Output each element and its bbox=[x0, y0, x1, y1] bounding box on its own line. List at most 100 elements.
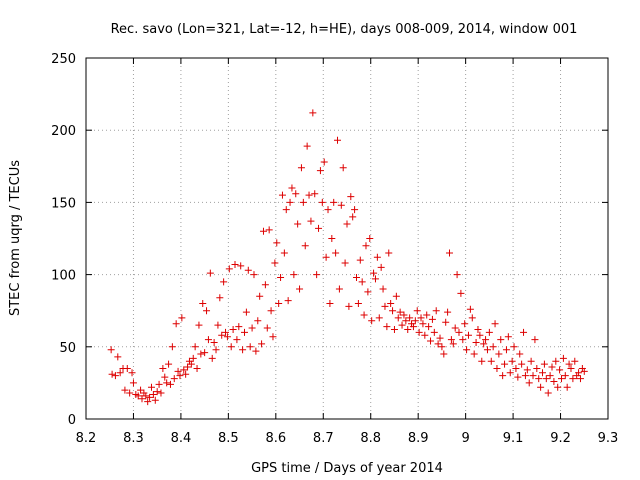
data-point bbox=[280, 249, 288, 257]
data-point bbox=[237, 262, 245, 270]
x-tick-label: 8.3 bbox=[123, 431, 144, 446]
data-point bbox=[146, 393, 154, 401]
data-point bbox=[220, 278, 228, 286]
data-point bbox=[415, 328, 423, 336]
data-point bbox=[265, 226, 273, 234]
data-point bbox=[561, 372, 569, 380]
data-point bbox=[413, 307, 421, 315]
data-point bbox=[533, 364, 541, 372]
x-tick-label: 8.5 bbox=[218, 431, 239, 446]
data-point bbox=[330, 198, 338, 206]
data-point bbox=[487, 357, 495, 365]
data-point bbox=[457, 289, 465, 297]
data-point bbox=[518, 360, 526, 368]
y-axis-label: STEC from uqrg / TECUs bbox=[8, 160, 23, 316]
data-point bbox=[147, 383, 155, 391]
data-point bbox=[527, 357, 535, 365]
data-point bbox=[411, 317, 419, 325]
data-point bbox=[569, 375, 577, 383]
data-point bbox=[571, 357, 579, 365]
data-point bbox=[525, 379, 533, 387]
data-point bbox=[554, 383, 562, 391]
data-point bbox=[576, 375, 584, 383]
data-point bbox=[318, 198, 326, 206]
data-point bbox=[258, 340, 266, 348]
data-point bbox=[375, 314, 383, 322]
data-point bbox=[229, 325, 237, 333]
data-point bbox=[506, 369, 514, 377]
data-point bbox=[499, 372, 507, 380]
y-tick-label: 0 bbox=[68, 413, 76, 428]
data-point bbox=[337, 201, 345, 209]
data-point bbox=[174, 367, 182, 375]
x-axis-label: GPS time / Days of year 2014 bbox=[251, 461, 443, 476]
data-point bbox=[444, 308, 452, 316]
data-point bbox=[529, 372, 537, 380]
y-tick-label: 50 bbox=[59, 341, 76, 356]
data-point bbox=[501, 360, 509, 368]
data-point bbox=[516, 350, 524, 358]
data-point bbox=[214, 321, 222, 329]
data-point bbox=[128, 369, 136, 377]
data-point bbox=[248, 324, 256, 332]
data-point bbox=[256, 292, 264, 300]
data-point bbox=[271, 259, 279, 267]
x-tick-label: 8.7 bbox=[313, 431, 334, 446]
data-point bbox=[371, 275, 379, 283]
y-tick-label: 250 bbox=[51, 52, 76, 67]
data-point bbox=[438, 343, 446, 351]
x-tick-label: 8.8 bbox=[360, 431, 381, 446]
data-point bbox=[116, 369, 124, 377]
data-point bbox=[373, 253, 381, 261]
data-point bbox=[409, 323, 417, 331]
data-point bbox=[556, 366, 564, 374]
data-point bbox=[216, 294, 224, 302]
data-point bbox=[210, 338, 218, 346]
data-point bbox=[111, 372, 119, 380]
data-point bbox=[278, 191, 286, 199]
data-point bbox=[201, 349, 209, 357]
y-tick-label: 100 bbox=[51, 269, 76, 284]
data-point bbox=[455, 328, 463, 336]
x-tick-label: 8.6 bbox=[265, 431, 286, 446]
data-point bbox=[286, 198, 294, 206]
data-point bbox=[263, 324, 271, 332]
data-point bbox=[212, 346, 220, 354]
data-point bbox=[288, 184, 296, 192]
data-point bbox=[223, 333, 231, 341]
data-point bbox=[557, 375, 565, 383]
data-point bbox=[180, 366, 188, 374]
axis-ticks bbox=[85, 57, 609, 420]
data-point bbox=[208, 354, 216, 362]
data-point bbox=[178, 314, 186, 322]
data-point bbox=[453, 271, 461, 279]
data-point bbox=[277, 273, 285, 281]
data-point bbox=[351, 206, 359, 214]
data-point bbox=[402, 317, 410, 325]
data-point bbox=[206, 269, 214, 277]
data-point bbox=[474, 325, 482, 333]
data-point bbox=[299, 198, 307, 206]
data-point bbox=[233, 336, 241, 344]
x-tick-label: 8.4 bbox=[171, 431, 192, 446]
data-point bbox=[539, 369, 547, 377]
data-point bbox=[523, 366, 531, 374]
data-point bbox=[504, 333, 512, 341]
data-point bbox=[290, 271, 298, 279]
data-point bbox=[483, 346, 491, 354]
data-point bbox=[126, 389, 134, 397]
data-point bbox=[548, 363, 556, 371]
data-point bbox=[349, 213, 357, 221]
data-point bbox=[421, 331, 429, 339]
data-point bbox=[189, 354, 197, 362]
x-tick-label: 9.1 bbox=[503, 431, 524, 446]
data-point bbox=[176, 372, 184, 380]
data-point bbox=[472, 338, 480, 346]
data-point bbox=[383, 323, 391, 331]
data-point bbox=[489, 343, 497, 351]
data-point bbox=[466, 305, 474, 313]
data-point bbox=[163, 379, 171, 387]
data-point bbox=[446, 249, 454, 257]
data-point bbox=[379, 285, 387, 293]
data-point bbox=[292, 190, 300, 198]
